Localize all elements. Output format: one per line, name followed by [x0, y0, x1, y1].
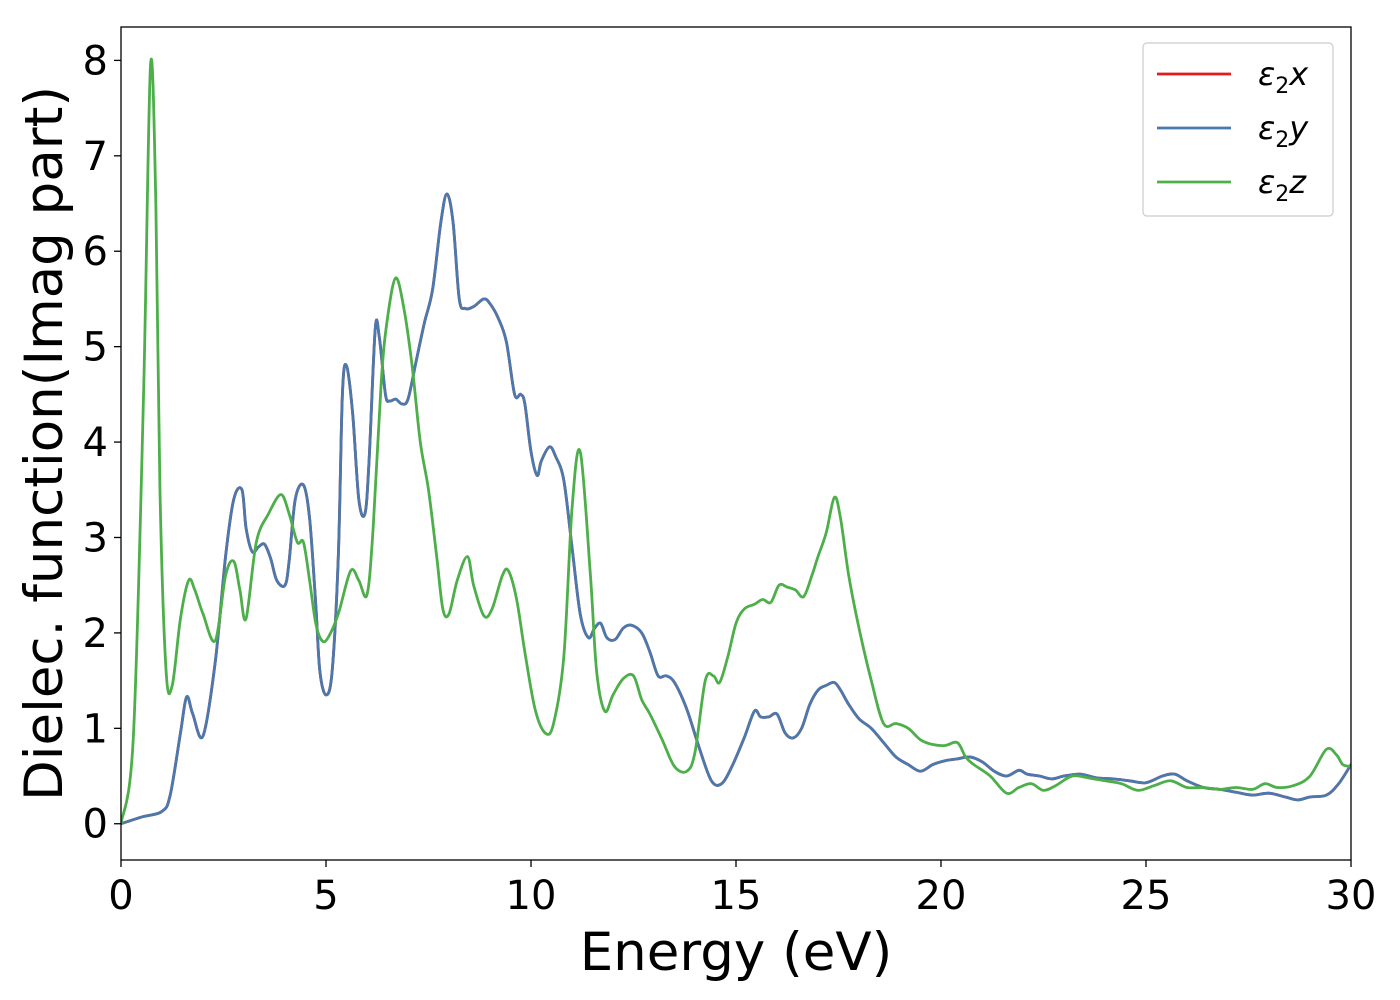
y-axis-label: Dielec. function(Imag part): [14, 86, 75, 801]
x-tick-label: 10: [506, 873, 557, 919]
x-axis-label: Energy (eV): [580, 922, 893, 983]
legend: ε2x ε2y ε2z: [1142, 42, 1334, 217]
series-line-z: [121, 57, 1351, 826]
legend-label-x: ε2x: [1258, 55, 1309, 99]
legend-label-z: ε2z: [1258, 163, 1307, 207]
y-tick-label: 4: [83, 420, 108, 466]
legend-box: [1142, 42, 1334, 217]
x-tick-label: 25: [1121, 873, 1172, 919]
x-tick-label: 5: [313, 873, 338, 919]
y-tick-label: 3: [83, 515, 108, 561]
y-tick-label: 2: [83, 611, 108, 657]
series-line-y: [121, 192, 1351, 826]
x-tick-label: 30: [1326, 873, 1377, 919]
y-tick-label: 5: [83, 325, 108, 371]
x-tick-label: 20: [916, 873, 967, 919]
y-tick-label: 0: [83, 802, 108, 848]
series-layer: [121, 57, 1351, 826]
y-tick-label: 8: [83, 38, 108, 84]
legend-label-y: ε2y: [1258, 109, 1309, 153]
x-axis-ticks: 0 5 10 15 20 25 30: [108, 860, 1376, 919]
x-tick-label: 15: [711, 873, 762, 919]
y-tick-label: 7: [83, 134, 108, 180]
x-tick-label: 0: [108, 873, 133, 919]
y-tick-label: 6: [83, 229, 108, 275]
y-tick-label: 1: [83, 706, 108, 752]
y-axis-ticks: 0 1 2 3 4 5 6 7 8: [83, 38, 121, 848]
